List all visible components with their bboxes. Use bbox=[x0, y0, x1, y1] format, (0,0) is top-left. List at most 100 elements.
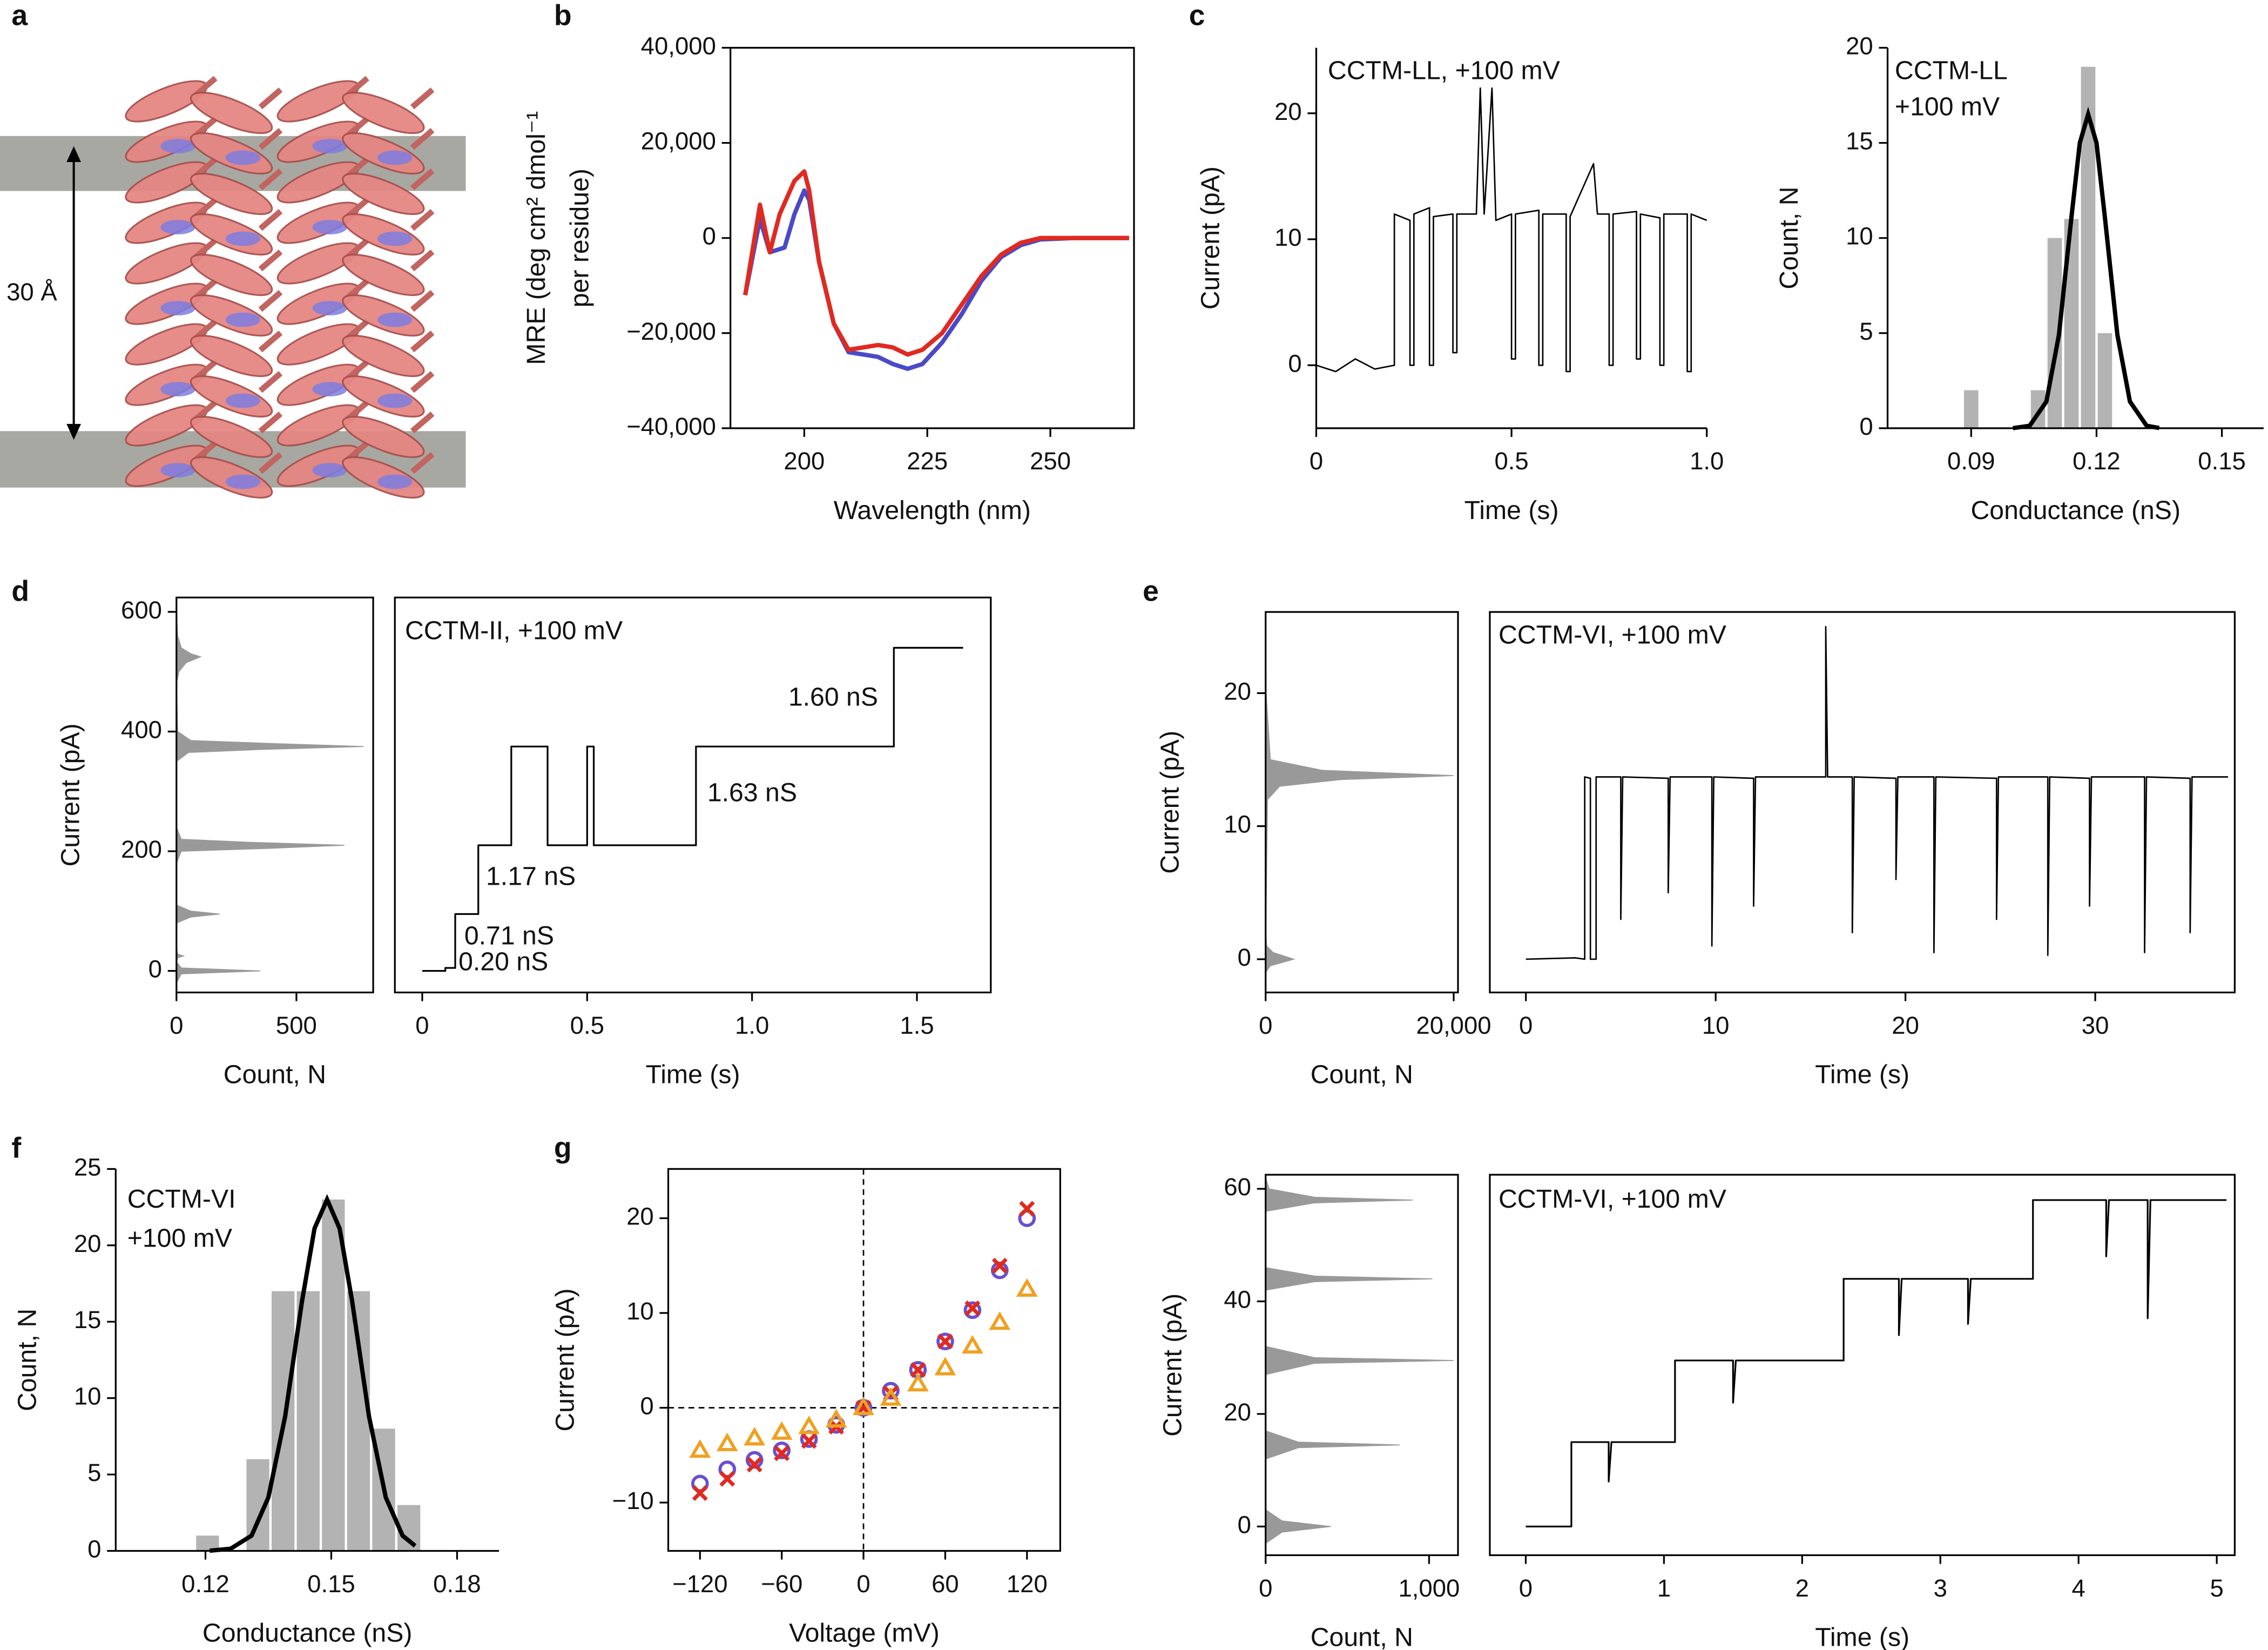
x-tick-label: 500 bbox=[276, 1012, 317, 1039]
x-axis-label: Voltage (mV) bbox=[789, 1619, 940, 1648]
helix-accent bbox=[377, 393, 413, 408]
x-tick-label: −60 bbox=[761, 1570, 802, 1598]
marker-triangle bbox=[771, 1421, 793, 1440]
bar bbox=[2097, 333, 2112, 428]
marker-triangle bbox=[907, 1373, 929, 1392]
panel-label: a bbox=[11, 0, 28, 31]
marker-circle bbox=[882, 1382, 900, 1400]
helix-turn bbox=[190, 334, 273, 378]
panel: 0 1 2 3 4 5 Time (s) CCTM-VI, +100 mV bbox=[1489, 1174, 2236, 1650]
helix-turn bbox=[190, 253, 273, 297]
marker-x bbox=[692, 1485, 708, 1501]
marker-triangle bbox=[716, 1432, 738, 1451]
marker-triangle bbox=[880, 1387, 902, 1406]
side-chain bbox=[410, 169, 435, 191]
y-tick-label: 0 bbox=[87, 1535, 101, 1563]
data-line bbox=[422, 646, 963, 972]
side-chain bbox=[258, 250, 283, 272]
x-axis-label: Conductance (nS) bbox=[202, 1619, 413, 1648]
x-tick-label: 20 bbox=[1892, 1012, 1919, 1039]
marker-triangle bbox=[825, 1409, 847, 1427]
y-tick-label: 400 bbox=[121, 716, 162, 744]
x-tick-label: 0.15 bbox=[307, 1570, 355, 1598]
marker-circle bbox=[963, 1301, 982, 1319]
x-tick-label: 1.5 bbox=[900, 1012, 934, 1039]
marker-x bbox=[774, 1445, 790, 1462]
x-tick-label: 2 bbox=[1796, 1574, 1809, 1602]
side-chain bbox=[410, 290, 435, 312]
histogram-area bbox=[1265, 1177, 1454, 1545]
x-tick-label: 0 bbox=[1259, 1574, 1272, 1602]
x-axis-label: Count, N bbox=[1311, 1623, 1413, 1650]
y-tick-label: 200 bbox=[121, 836, 162, 863]
annotation: CCTM-LL, +100 mV bbox=[1328, 56, 1560, 85]
x-tick-label: 1,000 bbox=[1398, 1574, 1460, 1602]
axes-frame bbox=[1489, 1174, 2236, 1557]
y-axis-label: Count, N bbox=[1774, 187, 1804, 289]
x-tick-label: 1 bbox=[1657, 1574, 1671, 1602]
annotation: CCTM-VI, +100 mV bbox=[1498, 1184, 1726, 1214]
y-axis-label: per residue) bbox=[565, 169, 595, 307]
helix-accent bbox=[377, 150, 413, 165]
marker-triangle bbox=[1016, 1278, 1038, 1297]
helix-turn bbox=[190, 172, 273, 215]
side-chain bbox=[258, 128, 283, 150]
panel-label: g bbox=[554, 1133, 572, 1164]
helix-accent bbox=[225, 150, 261, 165]
marker-x bbox=[1019, 1201, 1035, 1217]
marker-x bbox=[964, 1300, 981, 1316]
marker-circle bbox=[773, 1442, 791, 1459]
x-tick-label: 0 bbox=[170, 1012, 183, 1039]
x-tick-label: 0 bbox=[415, 1012, 429, 1039]
side-chain bbox=[410, 452, 435, 474]
bar bbox=[322, 1199, 345, 1551]
y-axis-label: MRE (deg cm² dmol⁻¹ bbox=[522, 111, 551, 365]
x-tick-label: 0.15 bbox=[2198, 447, 2246, 475]
side-chain bbox=[258, 87, 283, 110]
dimension-label: 30 Å bbox=[6, 278, 57, 306]
x-tick-label: 20,000 bbox=[1416, 1012, 1491, 1039]
side-chain bbox=[410, 87, 435, 110]
y-tick-label: 0 bbox=[703, 223, 716, 250]
x-axis-label: Count, N bbox=[1311, 1060, 1413, 1089]
x-axis-label: Wavelength (nm) bbox=[834, 496, 1031, 525]
helix-accent bbox=[312, 301, 347, 315]
x-tick-label: 4 bbox=[2072, 1574, 2085, 1602]
x-tick-label: 0 bbox=[1519, 1574, 1533, 1602]
helix-accent bbox=[160, 301, 195, 315]
y-tick-label: 20 bbox=[1846, 32, 1873, 59]
side-chain bbox=[258, 412, 283, 434]
bar bbox=[296, 1291, 320, 1551]
side-chain bbox=[410, 412, 435, 434]
helix-accent bbox=[160, 463, 195, 477]
y-tick-label: 5 bbox=[1859, 318, 1873, 345]
panel-label: f bbox=[11, 1133, 21, 1164]
y-tick-label: 5 bbox=[87, 1459, 101, 1486]
y-axis-label: Current (pA) bbox=[551, 1288, 580, 1431]
annotation: +100 mV bbox=[127, 1223, 232, 1252]
annotation: 1.17 nS bbox=[486, 862, 576, 891]
x-axis-label: Time (s) bbox=[646, 1060, 740, 1089]
annotation: CCTM-LL bbox=[1895, 56, 2008, 85]
marker-triangle bbox=[934, 1357, 956, 1376]
side-chain bbox=[410, 250, 435, 272]
helix-turn bbox=[342, 253, 425, 297]
y-tick-label: 20 bbox=[1224, 1398, 1251, 1426]
x-tick-label: 0 bbox=[1310, 447, 1323, 475]
y-tick-label: 60 bbox=[1224, 1173, 1251, 1201]
helix-turn bbox=[342, 172, 425, 215]
marker-x bbox=[746, 1457, 762, 1473]
helix-turn bbox=[190, 91, 273, 134]
helix-turn bbox=[342, 334, 425, 378]
side-chain bbox=[410, 209, 435, 231]
y-tick-label: 20,000 bbox=[641, 127, 716, 155]
data-line bbox=[1316, 87, 1707, 373]
side-chain bbox=[258, 290, 283, 312]
annotation: 1.60 nS bbox=[788, 683, 878, 712]
x-tick-label: 10 bbox=[1702, 1012, 1730, 1039]
x-tick-label: 0.5 bbox=[570, 1012, 604, 1039]
axes-frame bbox=[1489, 611, 2236, 994]
histogram-area bbox=[176, 611, 364, 984]
marker-x bbox=[801, 1433, 817, 1449]
y-tick-label: 40 bbox=[1224, 1286, 1251, 1314]
